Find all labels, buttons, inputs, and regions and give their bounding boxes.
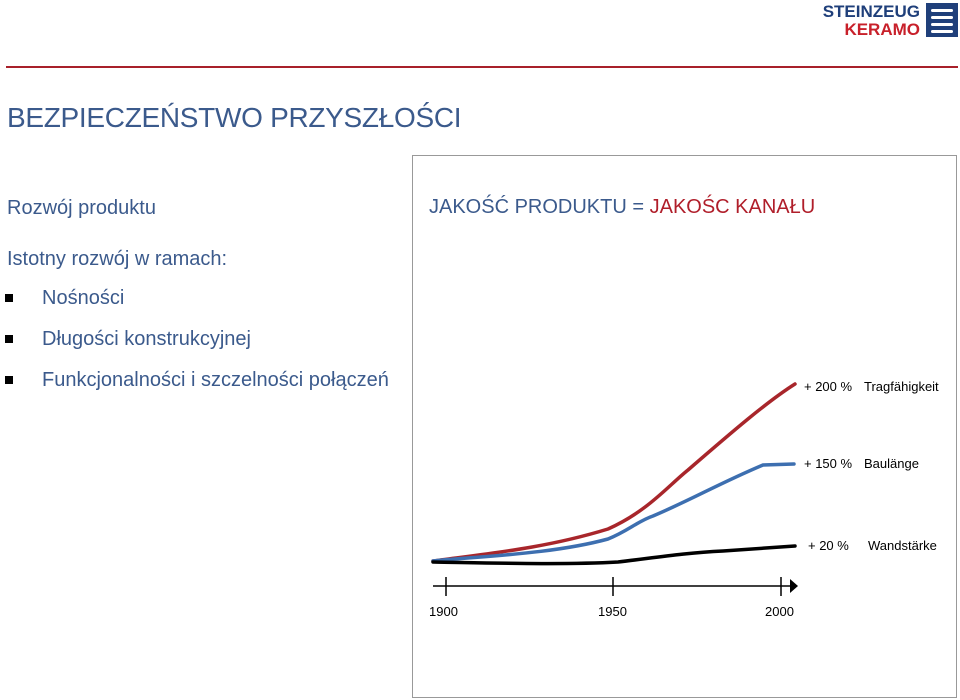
header-divider bbox=[6, 66, 958, 68]
bullet-text: Nośności bbox=[42, 287, 125, 309]
brand-logo: STEINZEUG KERAMO bbox=[802, 2, 958, 42]
series-name: Baulänge bbox=[864, 456, 919, 471]
series-pct: + 20 % bbox=[808, 538, 849, 553]
series-name: Wandstärke bbox=[868, 538, 937, 553]
brand-name-line2: KERAMO bbox=[844, 20, 920, 39]
bullet-square-icon bbox=[5, 294, 13, 302]
series-label-wandstaerke: + 20 % Wandstärke bbox=[808, 538, 937, 553]
bullet-square-icon bbox=[5, 335, 13, 343]
intro-text: Istotny rozwój w ramach: bbox=[7, 248, 228, 270]
panel-title: JAKOŚĆ PRODUKTU = JAKOŚC KANAŁU bbox=[429, 196, 815, 219]
bullet-square-icon bbox=[5, 376, 13, 384]
x-axis-arrow-icon bbox=[790, 579, 798, 593]
series-name: Tragfähigkeit bbox=[864, 379, 939, 394]
x-tick-label: 2000 bbox=[765, 604, 794, 619]
bullet-text: Funkcjonalności i szczelności połączeń bbox=[42, 369, 389, 391]
series-line-wandstaerke bbox=[431, 544, 797, 566]
panel-title-channel: JAKOŚC KANAŁU bbox=[649, 196, 816, 218]
growth-chart bbox=[431, 382, 798, 596]
bullet-text: Długości konstrukcyjnej bbox=[42, 328, 251, 350]
bullet-list: Nośności Długości konstrukcyjnej Funkcjo… bbox=[0, 286, 400, 409]
x-tick-label: 1950 bbox=[598, 604, 627, 619]
series-pct: + 200 % bbox=[804, 379, 853, 394]
section-subtitle: Rozwój produktu bbox=[7, 197, 156, 219]
series-pct: + 150 % bbox=[804, 456, 853, 471]
brand-mark-icon bbox=[926, 3, 958, 37]
bullet-item: Nośności bbox=[0, 286, 400, 310]
page-title: BEZPIECZEŃSTWO PRZYSZŁOŚCI bbox=[7, 102, 462, 133]
series-label-baulaenge: + 150 % Baulänge bbox=[804, 456, 919, 471]
x-tick-label: 1900 bbox=[429, 604, 458, 619]
panel-title-equals: = bbox=[626, 196, 650, 218]
bullet-item: Długości konstrukcyjnej bbox=[0, 327, 400, 351]
series-label-tragfaehigkeit: + 200 % Tragfähigkeit bbox=[804, 379, 939, 394]
series-line-tragfaehigkeit bbox=[431, 382, 797, 563]
panel-title-product: JAKOŚĆ PRODUKTU bbox=[429, 196, 627, 218]
chart-panel: JAKOŚĆ PRODUKTU = JAKOŚC KANAŁU 1900 195… bbox=[412, 155, 957, 698]
brand-name-line1: STEINZEUG bbox=[822, 2, 920, 21]
bullet-item: Funkcjonalności i szczelności połączeń bbox=[0, 368, 400, 392]
series-line-baulaenge bbox=[431, 462, 796, 563]
